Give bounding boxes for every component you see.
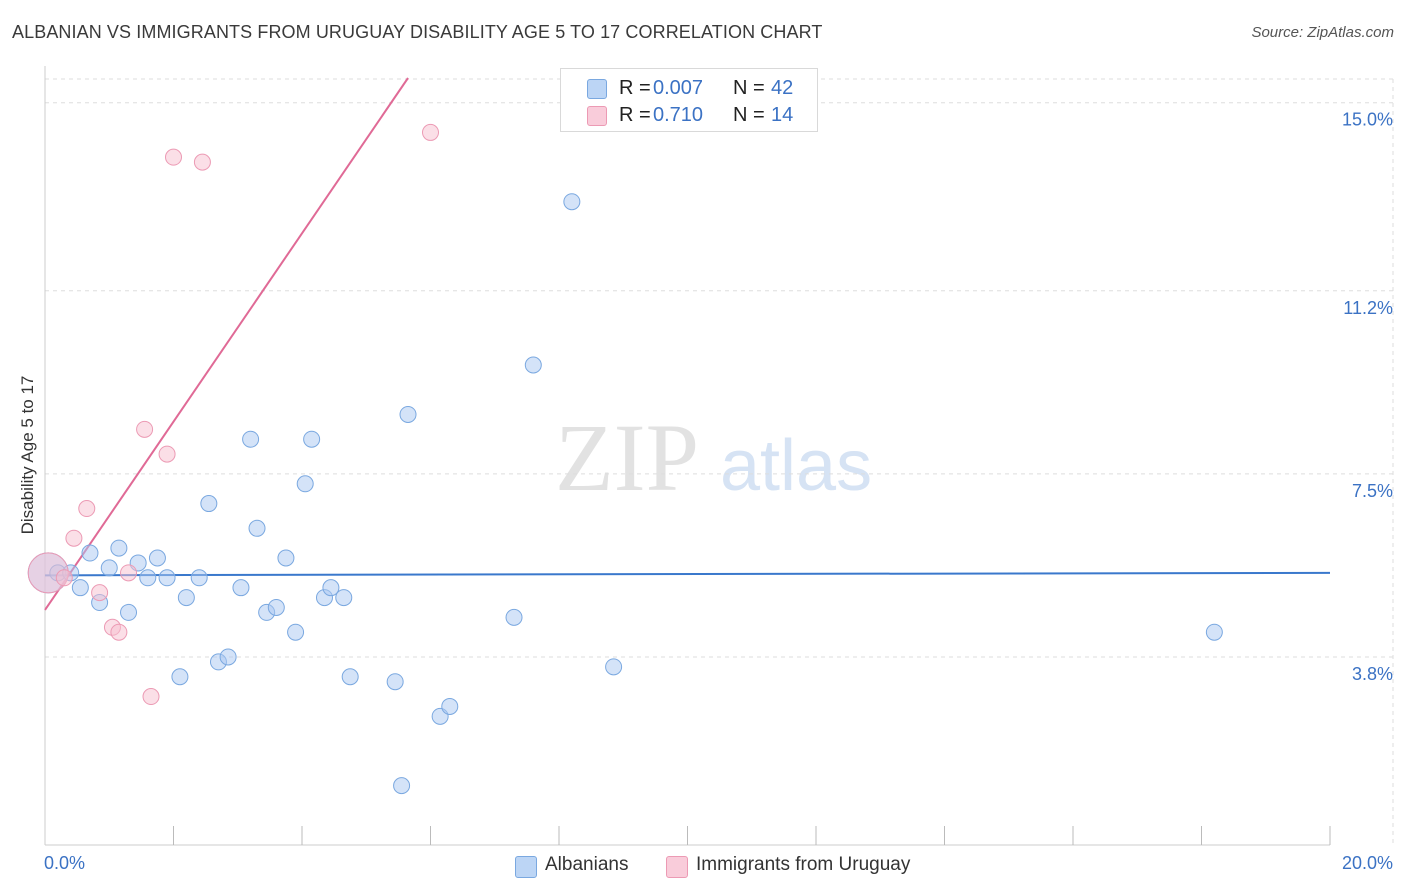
x-tick-label: 0.0% xyxy=(44,853,85,873)
albanian-point xyxy=(248,519,266,537)
albanian-point xyxy=(524,356,542,374)
uruguay-point xyxy=(136,420,154,438)
albanian-point xyxy=(171,668,189,686)
albanian-point xyxy=(341,668,359,686)
albanian-point xyxy=(393,777,411,795)
albanian-point xyxy=(296,475,314,493)
albanian-point xyxy=(120,603,138,621)
data-points xyxy=(27,123,1223,795)
uruguay-point xyxy=(142,688,160,706)
albanian-point xyxy=(232,579,250,597)
correlation-legend: R = 0.007 N = 42 R = 0.710 N = 14 xyxy=(560,68,818,132)
uruguay-point xyxy=(65,529,83,547)
uruguay-point xyxy=(78,500,96,518)
watermark-zip: ZIP xyxy=(555,404,699,511)
albanian-point xyxy=(100,559,118,577)
albanian-point xyxy=(267,598,285,616)
legend-n-label: N = xyxy=(733,77,765,99)
albanian-point xyxy=(177,589,195,607)
uruguay-point xyxy=(120,564,138,582)
albanian-point xyxy=(1205,623,1223,641)
albanian-point xyxy=(399,405,417,423)
gridlines xyxy=(45,78,1394,845)
albanian-point xyxy=(148,549,166,567)
albanian-point xyxy=(303,430,321,448)
legend-label: Albanians xyxy=(545,854,629,875)
legend-row-albanians: R = 0.007 N = 42 xyxy=(561,75,817,101)
uruguay-point xyxy=(158,445,176,463)
legend-n-value: 42 xyxy=(771,77,794,99)
legend-r-value: 0.007 xyxy=(653,77,704,99)
y-tick-label: 15.0% xyxy=(1342,110,1393,130)
legend-swatch-blue xyxy=(587,79,607,99)
albanian-point xyxy=(287,623,305,641)
albanian-point xyxy=(277,549,295,567)
albanian-point xyxy=(605,658,623,676)
watermark: ZIP atlas xyxy=(555,404,872,511)
albanian-point xyxy=(335,589,353,607)
legend-swatch-pink xyxy=(587,106,607,126)
uruguay-trendline xyxy=(44,77,409,611)
albanian-point xyxy=(505,608,523,626)
uruguay-point xyxy=(165,148,182,166)
uruguay-point xyxy=(91,584,109,602)
x-tick-label: 20.0% xyxy=(1342,853,1393,873)
albanian-point xyxy=(71,579,89,597)
tick-labels: Disability Age 5 to 17 3.8% 7.5% 11.2% 15.0%… xyxy=(18,110,1393,873)
albanian-point xyxy=(158,569,176,587)
y-tick-label: 7.5% xyxy=(1352,481,1393,501)
uruguay-point xyxy=(110,623,128,641)
legend-label: Immigrants from Uruguay xyxy=(696,854,911,875)
legend-r-label: R = xyxy=(619,104,651,126)
albanian-point xyxy=(386,673,404,691)
axes xyxy=(44,66,1331,846)
albanian-point xyxy=(441,697,459,715)
legend-swatch-blue xyxy=(515,856,537,878)
legend-n-value: 14 xyxy=(771,104,794,126)
chart-title: ALBANIAN VS IMMIGRANTS FROM URUGUAY DISA… xyxy=(12,22,823,42)
legend-r-value: 0.710 xyxy=(653,104,704,126)
legend-n-label: N = xyxy=(733,104,765,126)
albanian-point xyxy=(81,544,99,562)
albanian-point xyxy=(200,495,218,513)
albanian-point xyxy=(563,193,581,211)
uruguay-point xyxy=(193,153,211,171)
albanian-point xyxy=(242,430,260,448)
legend-swatch-pink xyxy=(666,856,688,878)
albanian-point xyxy=(219,648,237,666)
watermark-atlas: atlas xyxy=(720,426,872,506)
y-axis-title: Disability Age 5 to 17 xyxy=(18,376,37,535)
albanians-trendline xyxy=(44,571,1331,577)
albanian-point xyxy=(110,539,128,557)
y-tick-label: 11.2% xyxy=(1343,298,1393,318)
y-tick-label: 3.8% xyxy=(1352,664,1393,684)
albanian-point xyxy=(190,569,208,587)
albanian-point xyxy=(322,579,340,597)
legend-row-uruguay: R = 0.710 N = 14 xyxy=(561,102,817,128)
series-legend: Albanians Immigrants from Uruguay xyxy=(0,850,1406,880)
source-label: Source: ZipAtlas.com xyxy=(1251,24,1394,41)
legend-r-label: R = xyxy=(619,77,651,99)
uruguay-point xyxy=(422,123,439,141)
albanian-point xyxy=(139,569,157,587)
uruguay-point xyxy=(55,569,73,587)
trendlines xyxy=(44,77,1331,611)
